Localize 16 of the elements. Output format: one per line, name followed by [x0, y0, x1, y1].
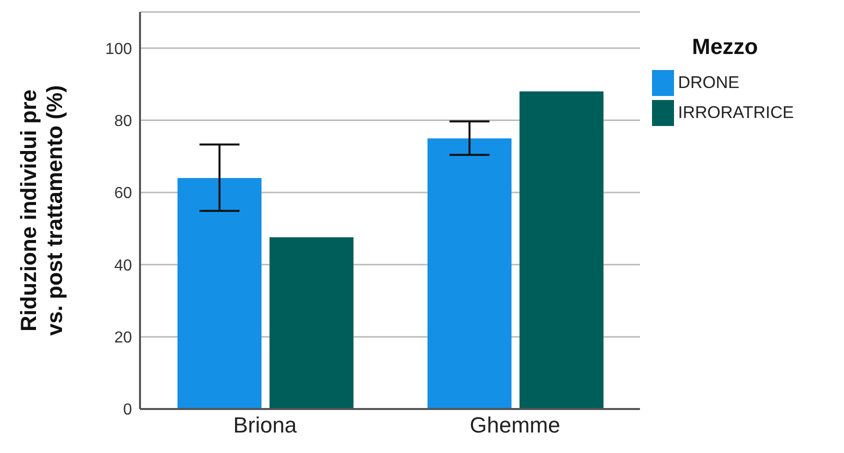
y-tick-label: 0 [123, 402, 132, 419]
bar [178, 178, 262, 409]
bar [270, 237, 354, 409]
y-tick-label: 60 [114, 185, 132, 202]
y-tick-label: 40 [114, 257, 132, 274]
legend-title: Mezzo [692, 34, 759, 60]
y-tick-label: 100 [105, 40, 132, 58]
y-tick-label: 80 [114, 112, 132, 130]
legend-label: IRRORATRICE [678, 103, 794, 123]
legend-label: DRONE [678, 73, 740, 93]
bar [520, 91, 604, 409]
y-tick-label: 20 [114, 330, 132, 346]
x-tick-label: Briona [233, 412, 298, 438]
bar [428, 138, 512, 409]
y-axis-title: Riduzione individui pre vs. post trattamento (%) [16, 85, 67, 336]
x-tick-label: Ghemme [470, 412, 560, 438]
